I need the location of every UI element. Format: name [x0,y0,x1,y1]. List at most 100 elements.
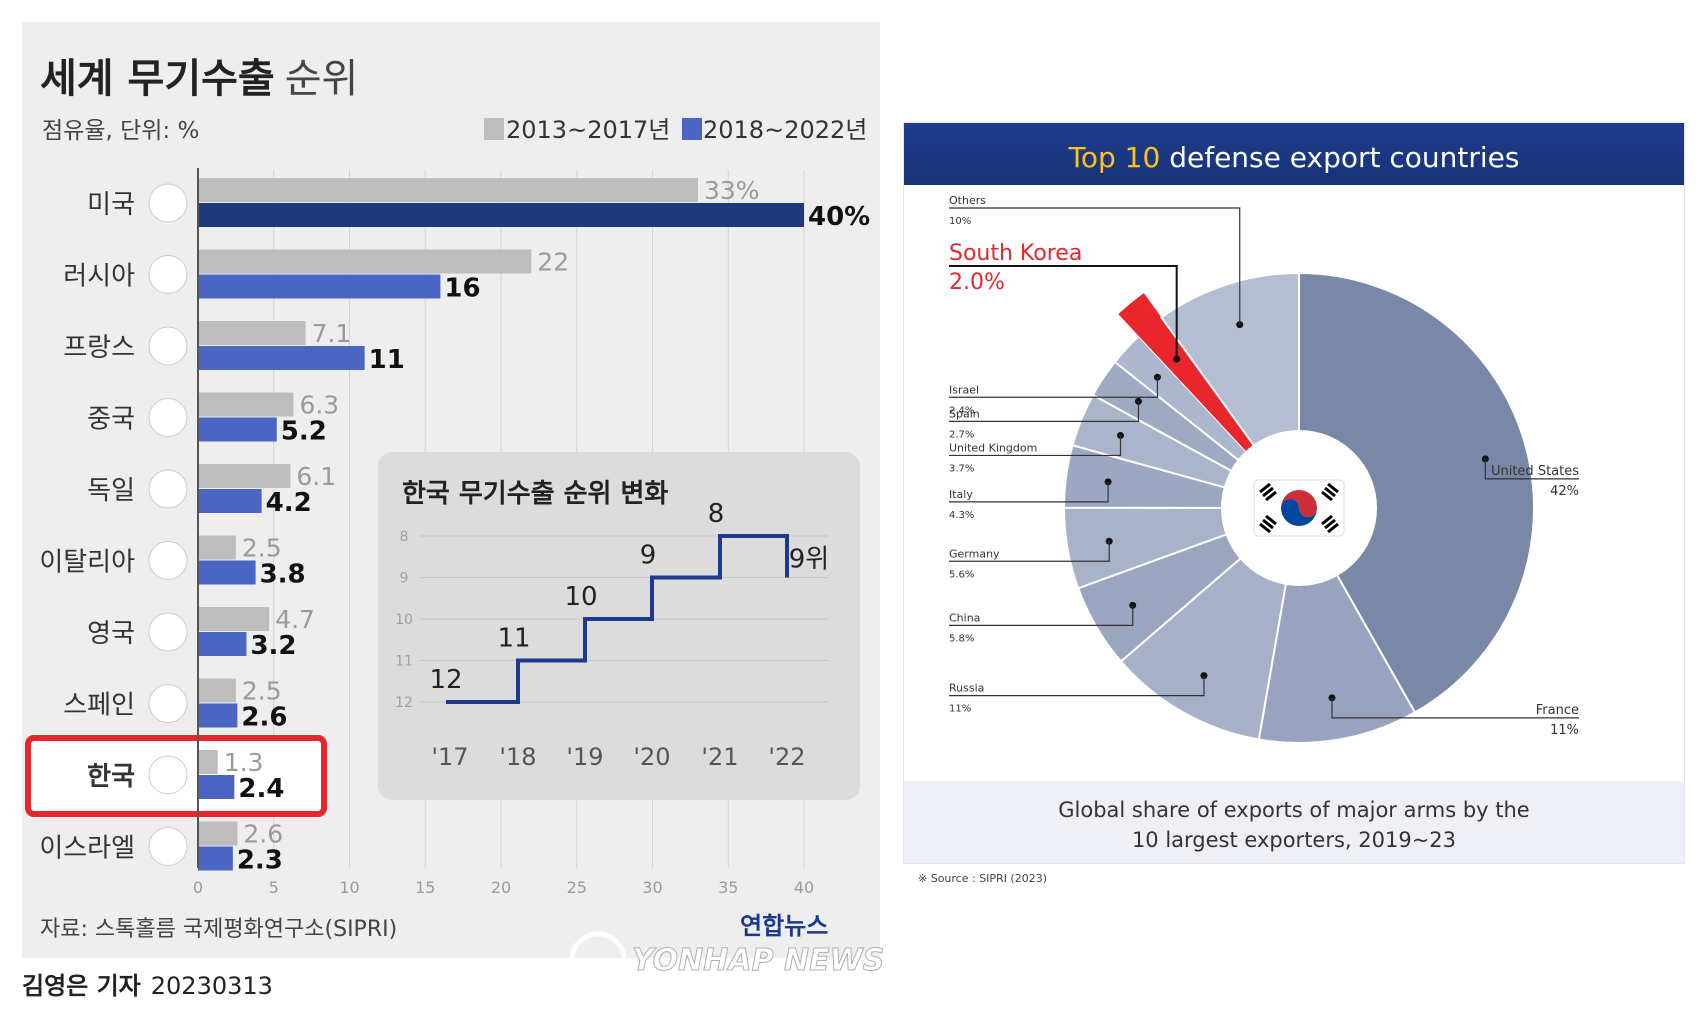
left-chart-bars: 33%40%22167.1116.35.26.14.22.53.84.73.22… [198,176,870,876]
category-label: 미국 [87,190,135,220]
bar-label-2018-2022: 40% [808,202,870,232]
country-flag-icon [148,684,188,723]
donut-slice [1298,271,1535,714]
category-label: 러시아 [63,262,135,292]
country-flag-icon [148,469,188,509]
bar-label-2013-2017: 7.1 [312,319,352,348]
publish-date: 20230313 [151,972,273,1000]
yonhap-logo-english: YONHAP NEWS [632,943,884,978]
inset-step-path [446,534,789,704]
callout-label: Germany [949,547,1000,560]
bar-label-2018-2022: 2.4 [238,774,284,804]
bar-2013-2017 [198,249,532,274]
left-chart-subtitle: 점유율, 단위: % [42,118,199,144]
bar-label-2013-2017: 2.5 [242,677,282,706]
donut-chart: United States 42% France 11% Russia 11% China 5… [949,194,1579,744]
bar-2018-2022 [198,632,247,656]
inset-y-tick-label: 8 [400,529,409,545]
country-flag-icon [148,755,188,795]
inset-title: 한국 무기수출 순위 변화 [402,479,668,509]
callout-line [949,401,1140,423]
bar-label-2018-2022: 5.2 [281,417,327,447]
bar-2018-2022 [198,560,256,585]
left-x-tick-label: 40 [794,878,814,897]
callout-label: China [949,611,980,624]
left-x-tick-label: 0 [193,878,203,897]
inset-rank-labels: 12 11 10 9 8 9위 [429,499,829,695]
callout-value: 2.4% [949,405,974,416]
callout-value: 5.6% [949,569,974,580]
inset-y-tick-label: 12 [395,695,413,711]
callout-label: Israel [949,383,979,396]
callout-value: 10% [949,216,971,227]
donut-panel-header: Top 10 defense export countries [904,123,1684,185]
callout-value: 5.8% [949,633,974,644]
legend-swatch-2018-2022 [682,118,702,140]
bar-label-2018-2022: 3.2 [250,631,296,661]
category-label: 독일 [87,476,135,506]
inset-rank-label: 12 [429,665,462,695]
yonhap-logo-korean: 연합뉴스 [740,912,828,940]
callout-line [949,541,1110,562]
inset-rank-label: 9위 [789,545,829,575]
callout-line [1331,697,1579,719]
left-x-tick-label: 35 [718,878,738,897]
bar-label-2018-2022: 2.6 [241,703,287,733]
bar-2013-2017 [198,392,294,417]
inset-x-tick-label: '20 [633,743,670,771]
top10-donut-panel: Top 10 defense export countries United S… [903,122,1685,864]
callout-label: United Kingdom [949,441,1037,454]
bar-label-2018-2022: 4.2 [266,488,312,518]
callout-line [949,675,1205,697]
bar-label-2013-2017: 2.6 [243,820,283,849]
inset-y-tick-label: 11 [395,654,413,670]
country-flag-icon [148,612,188,652]
callout-value: 42% [1550,484,1579,499]
left-chart-title-bold: 세계 무기수출 [40,56,275,102]
bar-2013-2017 [198,178,698,202]
callout-label: United States [1491,464,1579,479]
left-x-tick-label: 30 [642,878,662,897]
legend-label-2013-2017: 2013~2017년 [506,116,670,144]
bar-2013-2017 [198,678,236,703]
category-label: 이스라엘 [39,834,135,864]
callout-line [949,435,1122,457]
bar-2013-2017 [198,535,236,560]
inset-rank-label: 9 [640,541,657,571]
inset-y-tick-label: 10 [395,612,413,628]
bar-2013-2017 [198,321,306,345]
left-chart-title: 세계 무기수출 순위 [40,56,358,102]
callout-line [949,377,1159,398]
bar-label-2013-2017: 2.5 [242,534,282,563]
left-chart-title-light: 순위 [285,56,359,102]
bar-label-2013-2017: 1.3 [224,748,264,777]
country-flag-icon [148,827,188,866]
bar-2013-2017 [198,821,238,846]
left-x-tick-label: 25 [567,878,587,897]
bar-label-2013-2017: 4.7 [275,605,315,634]
country-flag-icon [148,541,188,580]
callout-value-highlight: 2.0% [949,270,1005,295]
bar-2018-2022 [198,775,235,799]
bar-label-2018-2022: 2.3 [237,846,283,876]
inset-x-tick-label: '21 [701,743,738,771]
donut-title-accent: Top 10 [1068,141,1161,174]
bar-2013-2017 [198,464,291,488]
inset-x-ticks: '17 '18 '19 '20 '21 '22 [431,743,805,771]
bar-2018-2022 [198,846,233,871]
inset-x-tick-label: '17 [431,743,468,771]
inset-x-tick-label: '19 [566,743,603,771]
bar-label-2018-2022: 11 [369,345,405,375]
left-x-tick-label: 5 [269,878,279,897]
callout-line [949,605,1134,626]
callout-label: Russia [949,682,984,695]
donut-caption: Global share of exports of major arms by… [1058,798,1530,852]
callout-value: 2.7% [949,429,974,440]
inset-x-tick-label: '22 [768,743,805,771]
callout-value: 3.7% [949,463,974,474]
country-flag-icon [148,255,188,294]
callout-line [1484,458,1579,480]
bar-label-2013-2017: 22 [537,248,569,277]
bar-label-2018-2022: 3.8 [260,560,306,590]
